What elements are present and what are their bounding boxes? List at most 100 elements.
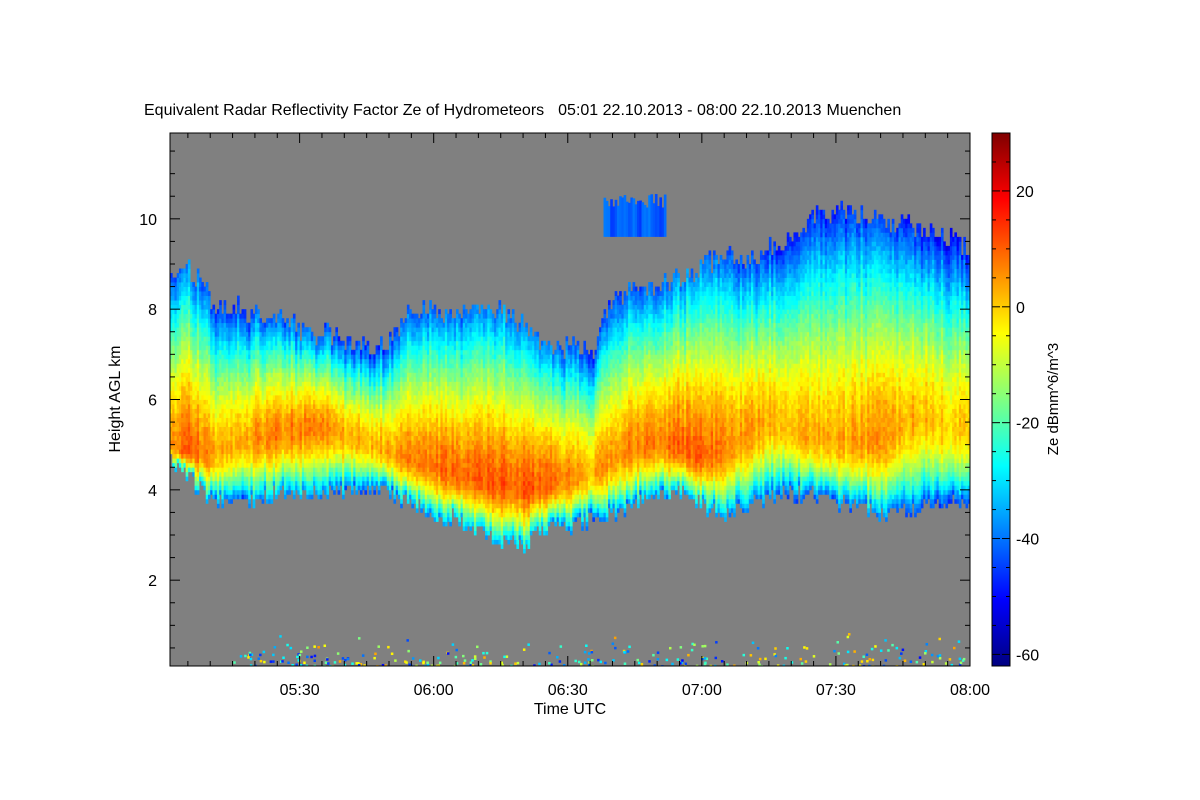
heatmap-cell (185, 399, 189, 405)
heatmap-cell (187, 282, 191, 287)
heatmap-cell (221, 498, 225, 504)
heatmap-cell (234, 476, 238, 482)
heatmap-cell (348, 458, 352, 464)
heatmap-cell (183, 300, 187, 306)
heatmap-cell (266, 367, 269, 373)
heatmap-cell (402, 345, 406, 351)
heatmap-cell (402, 489, 406, 495)
heatmap-cell (228, 399, 231, 405)
heatmap-cell (335, 385, 338, 391)
heatmap-cell (239, 426, 242, 432)
heatmap-cell (388, 345, 392, 351)
heatmap-cell (199, 381, 202, 387)
heatmap-cell (210, 331, 213, 337)
heatmap-cell (176, 399, 180, 405)
heatmap-cell (243, 394, 247, 400)
heatmap-cell (248, 394, 251, 400)
heatmap-cell (359, 458, 363, 464)
heatmap-cell (254, 417, 258, 423)
heatmap-cell (196, 476, 200, 482)
heatmap-cell (263, 372, 267, 378)
heatmap-cell (196, 268, 200, 274)
heatmap-cell (221, 440, 225, 446)
heatmap-cell (181, 300, 184, 306)
heatmap-cell (319, 358, 323, 364)
heatmap-cell (447, 458, 450, 464)
heatmap-cell (326, 408, 330, 414)
heatmap-cell (393, 426, 397, 432)
heatmap-cell (319, 480, 323, 486)
heatmap-cell (449, 512, 452, 518)
heatmap-cell (272, 417, 276, 423)
heatmap-cell (277, 485, 280, 491)
heatmap-cell (364, 444, 368, 450)
heatmap-cell (234, 363, 238, 369)
heatmap-cell (199, 282, 202, 287)
heatmap-cell (203, 322, 207, 328)
heatmap-cell (359, 349, 363, 355)
heatmap-cell (301, 485, 305, 491)
heatmap-cell (185, 318, 189, 324)
heatmap-cell (190, 426, 193, 432)
heatmap-cell (178, 282, 182, 287)
heatmap-cell (402, 485, 406, 491)
heatmap-cell (297, 422, 300, 427)
heatmap-cell (266, 476, 269, 482)
heatmap-cell (272, 390, 276, 396)
heatmap-cell (194, 444, 198, 450)
heatmap-cell (339, 404, 343, 409)
heatmap-cell (411, 485, 414, 491)
heatmap-cell (192, 331, 195, 337)
heatmap-cell (223, 494, 227, 500)
heatmap-cell (344, 413, 347, 418)
heatmap-cell (232, 467, 236, 473)
heatmap-cell (216, 318, 220, 324)
heatmap-cell (281, 349, 285, 355)
heatmap-cell (245, 331, 249, 337)
heatmap-cell (199, 467, 202, 473)
heatmap-cell (326, 462, 330, 468)
heatmap-cell (364, 408, 368, 414)
heatmap-cell (254, 390, 258, 396)
heatmap-cell (187, 431, 191, 437)
heatmap-cell (335, 440, 338, 446)
heatmap-cell (268, 376, 271, 382)
heatmap-cell (199, 458, 202, 464)
heatmap-cell (290, 458, 294, 464)
heatmap-cell (239, 376, 242, 382)
heatmap-cell (431, 498, 435, 504)
heatmap-cell (203, 300, 207, 306)
heatmap-cell (344, 435, 347, 441)
heatmap-cell (393, 408, 397, 414)
heatmap-cell (245, 399, 249, 405)
heatmap-cell (447, 345, 450, 351)
heatmap-cell (201, 471, 204, 477)
heatmap-cell (214, 467, 218, 473)
heatmap-cell (431, 417, 435, 423)
heatmap-cell (216, 458, 220, 464)
heatmap-cell (330, 467, 334, 473)
heatmap-cell (183, 417, 187, 423)
heatmap-cell (216, 313, 220, 319)
heatmap-cell (268, 444, 271, 450)
heatmap-cell (212, 435, 216, 441)
heatmap-cell (196, 413, 200, 418)
heatmap-cell (228, 435, 231, 441)
heatmap-cell (344, 367, 347, 373)
heatmap-cell (406, 444, 410, 450)
heatmap-cell (176, 363, 180, 369)
heatmap-cell (451, 476, 455, 482)
heatmap-cell (176, 345, 180, 351)
heatmap-cell (187, 363, 191, 369)
heatmap-cell (440, 426, 444, 432)
heatmap-cell (297, 336, 300, 342)
heatmap-cell (373, 367, 376, 373)
heatmap-cell (252, 318, 256, 324)
heatmap-cell (205, 449, 209, 455)
heatmap-cell (373, 480, 376, 486)
heatmap-cell (203, 340, 207, 346)
heatmap-cell (290, 345, 294, 351)
heatmap-cell (207, 304, 211, 310)
heatmap-cell (201, 417, 204, 423)
